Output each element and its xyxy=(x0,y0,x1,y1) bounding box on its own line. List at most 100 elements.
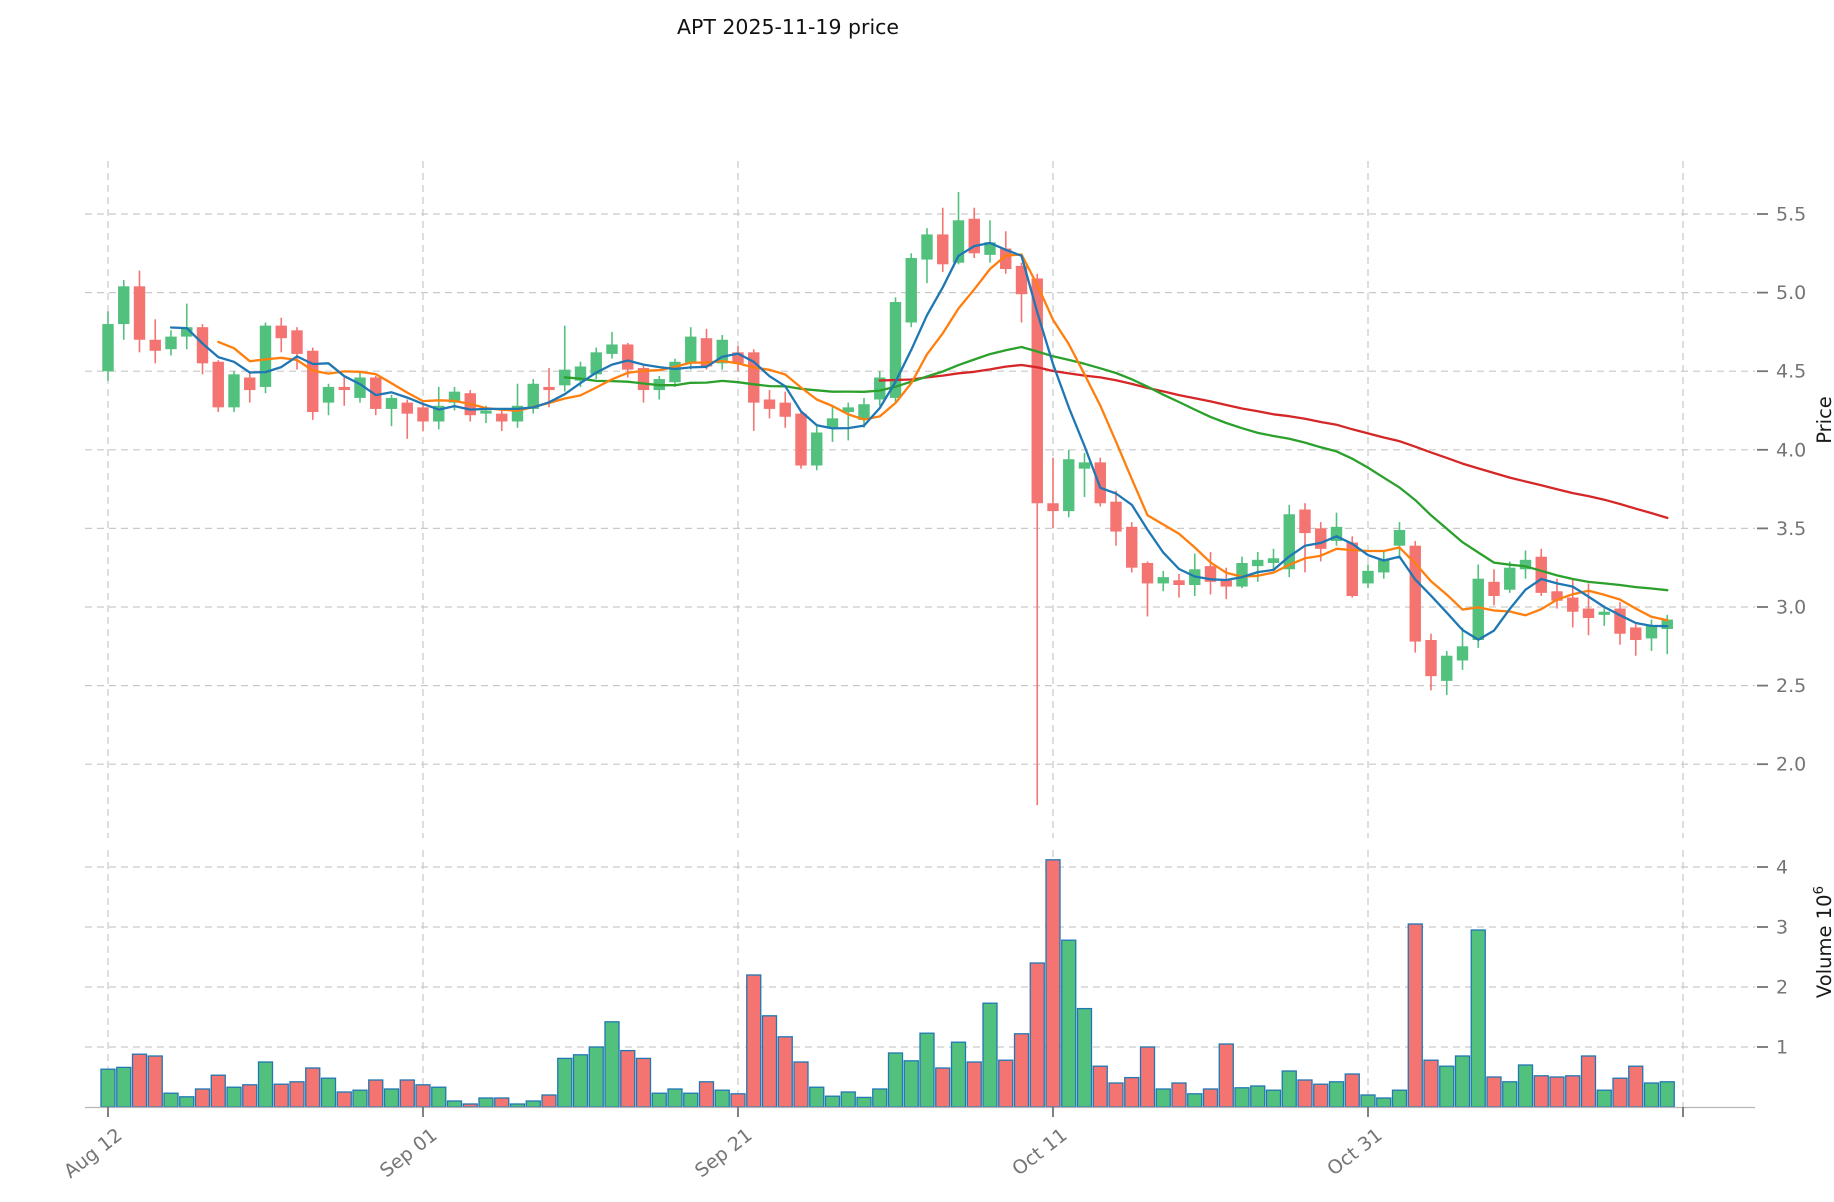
volume-bar-down xyxy=(1092,1065,1108,1108)
candle-body-down xyxy=(212,361,224,408)
volume-bar-up xyxy=(1328,1081,1345,1108)
volume-bar-up xyxy=(1234,1087,1250,1108)
volume-bar-down xyxy=(1218,1043,1234,1108)
candle-body-down xyxy=(1535,556,1547,593)
volume-bar-up xyxy=(950,1041,967,1108)
volume-bar-up xyxy=(1517,1064,1534,1108)
candle-body-up xyxy=(1456,646,1469,661)
volume-tick-label: 3 xyxy=(1776,917,1788,939)
volume-bar-down xyxy=(761,1015,778,1108)
volume-bar-up xyxy=(588,1046,604,1108)
volume-bar-up xyxy=(1360,1094,1376,1108)
candle-body-up xyxy=(1236,562,1248,587)
candle-body-down xyxy=(732,352,744,364)
candle-body-down xyxy=(968,218,980,254)
candle-body-up xyxy=(1378,559,1390,573)
candle-body-up xyxy=(669,361,681,383)
volume-bar-down xyxy=(793,1061,809,1108)
candle-body-down xyxy=(417,407,429,422)
candle-body-down xyxy=(1000,248,1012,270)
volume-bar-down xyxy=(1565,1075,1581,1108)
candle-body-up xyxy=(1330,526,1343,541)
volume-bar-down xyxy=(131,1053,148,1108)
ma-line-medium xyxy=(217,253,1669,622)
volume-bar-up xyxy=(226,1086,242,1108)
candle-body-up xyxy=(1441,655,1453,681)
candle-body-down xyxy=(1582,608,1595,619)
volume-bar-down xyxy=(1045,859,1061,1108)
candle-body-up xyxy=(322,386,335,403)
candle-body-down xyxy=(1614,608,1626,634)
volume-bar-down xyxy=(730,1093,746,1108)
candle-body-down xyxy=(370,377,382,409)
volume-bar-up xyxy=(1643,1082,1660,1108)
candle-body-down xyxy=(275,325,287,339)
volume-bar-up xyxy=(1439,1065,1455,1108)
volume-bar-up xyxy=(903,1060,919,1108)
volume-bar-up xyxy=(1391,1089,1408,1108)
candle-body-down xyxy=(937,234,949,265)
volume-bar-up xyxy=(352,1089,368,1108)
volume-bar-down xyxy=(635,1057,652,1108)
candle-body-up xyxy=(527,383,539,409)
volume-bar-down xyxy=(336,1091,352,1108)
volume-bar-down xyxy=(242,1084,258,1108)
candle-body-up xyxy=(102,324,114,372)
candle-body-down xyxy=(795,413,807,466)
candle-body-down xyxy=(1488,581,1500,596)
volume-bar-up xyxy=(1596,1089,1612,1108)
volume-bar-up xyxy=(446,1100,463,1108)
volume-bar-down xyxy=(1344,1073,1360,1108)
volume-bar-up xyxy=(478,1097,494,1108)
date-tick-label: Sep 01 xyxy=(376,1124,442,1182)
volume-bar-down xyxy=(698,1081,715,1108)
volume-bar-down xyxy=(1628,1065,1644,1108)
price-tick-label: 2.0 xyxy=(1776,754,1806,776)
volume-bar-down xyxy=(1612,1077,1628,1108)
candle-body-down xyxy=(1031,278,1043,504)
volume-bar-up xyxy=(509,1103,526,1108)
volume-bar-up xyxy=(431,1086,447,1108)
candle-body-up xyxy=(811,432,823,466)
volume-tick-label: 4 xyxy=(1776,857,1788,879)
candle-body-down xyxy=(338,386,350,391)
candle-body-down xyxy=(1299,509,1311,534)
price-tick-label: 5.5 xyxy=(1776,204,1806,226)
candle-body-up xyxy=(259,325,272,387)
volume-bar-up xyxy=(1187,1093,1203,1108)
volume-bar-down xyxy=(1171,1082,1187,1108)
price-tick-label: 5.0 xyxy=(1776,282,1806,304)
candle-body-up xyxy=(511,405,524,422)
volume-bar-down xyxy=(305,1067,321,1108)
price-tick-label: 4.5 xyxy=(1776,361,1806,383)
candle-body-down xyxy=(1315,528,1327,549)
candle-body-down xyxy=(763,399,776,409)
candle-body-down xyxy=(1047,503,1059,512)
volume-bar-up xyxy=(116,1066,132,1108)
price-tick-label: 3.5 xyxy=(1776,518,1806,540)
volume-bar-up xyxy=(1470,929,1486,1108)
candle-body-down xyxy=(1204,566,1217,582)
volume-bar-up xyxy=(1454,1055,1471,1108)
candle-body-up xyxy=(842,407,854,413)
volume-bar-up xyxy=(179,1096,195,1108)
candle-body-down xyxy=(543,386,555,391)
candle-body-up xyxy=(480,410,492,414)
candle-body-up xyxy=(1157,577,1169,584)
volume-bar-down xyxy=(415,1084,431,1108)
candle-body-up xyxy=(1661,619,1673,630)
volume-bar-down xyxy=(541,1094,557,1108)
candle-body-up xyxy=(1078,462,1091,469)
volume-tick-label: 1 xyxy=(1776,1037,1788,1059)
candle-body-up xyxy=(952,220,965,263)
candle-body-up xyxy=(1252,559,1264,567)
volume-bar-down xyxy=(462,1103,478,1108)
volume-bar-up xyxy=(1155,1088,1171,1108)
candle-body-up xyxy=(1267,558,1280,563)
candle-body-up xyxy=(181,327,193,337)
volume-bar-down xyxy=(147,1055,163,1108)
candle-body-up xyxy=(889,302,902,398)
volume-tick-label: 2 xyxy=(1776,977,1788,999)
volume-bar-down xyxy=(1013,1033,1030,1108)
volume-bar-up xyxy=(856,1096,872,1108)
